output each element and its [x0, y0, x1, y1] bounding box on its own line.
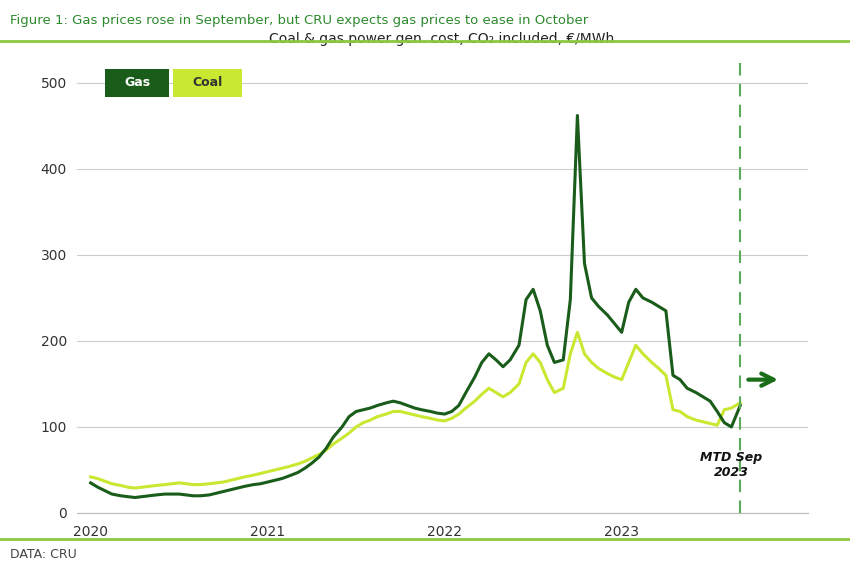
- Text: Gas: Gas: [124, 76, 150, 89]
- Title: Coal & gas power gen. cost, CO₂ included, €/MWh: Coal & gas power gen. cost, CO₂ included…: [269, 32, 615, 46]
- Text: DATA: CRU: DATA: CRU: [10, 548, 77, 561]
- Text: Coal: Coal: [192, 76, 223, 89]
- FancyBboxPatch shape: [105, 69, 169, 96]
- FancyBboxPatch shape: [173, 69, 242, 96]
- Text: MTD Sep
2023: MTD Sep 2023: [700, 451, 762, 479]
- Text: Figure 1: Gas prices rose in September, but CRU expects gas prices to ease in Oc: Figure 1: Gas prices rose in September, …: [10, 14, 588, 27]
